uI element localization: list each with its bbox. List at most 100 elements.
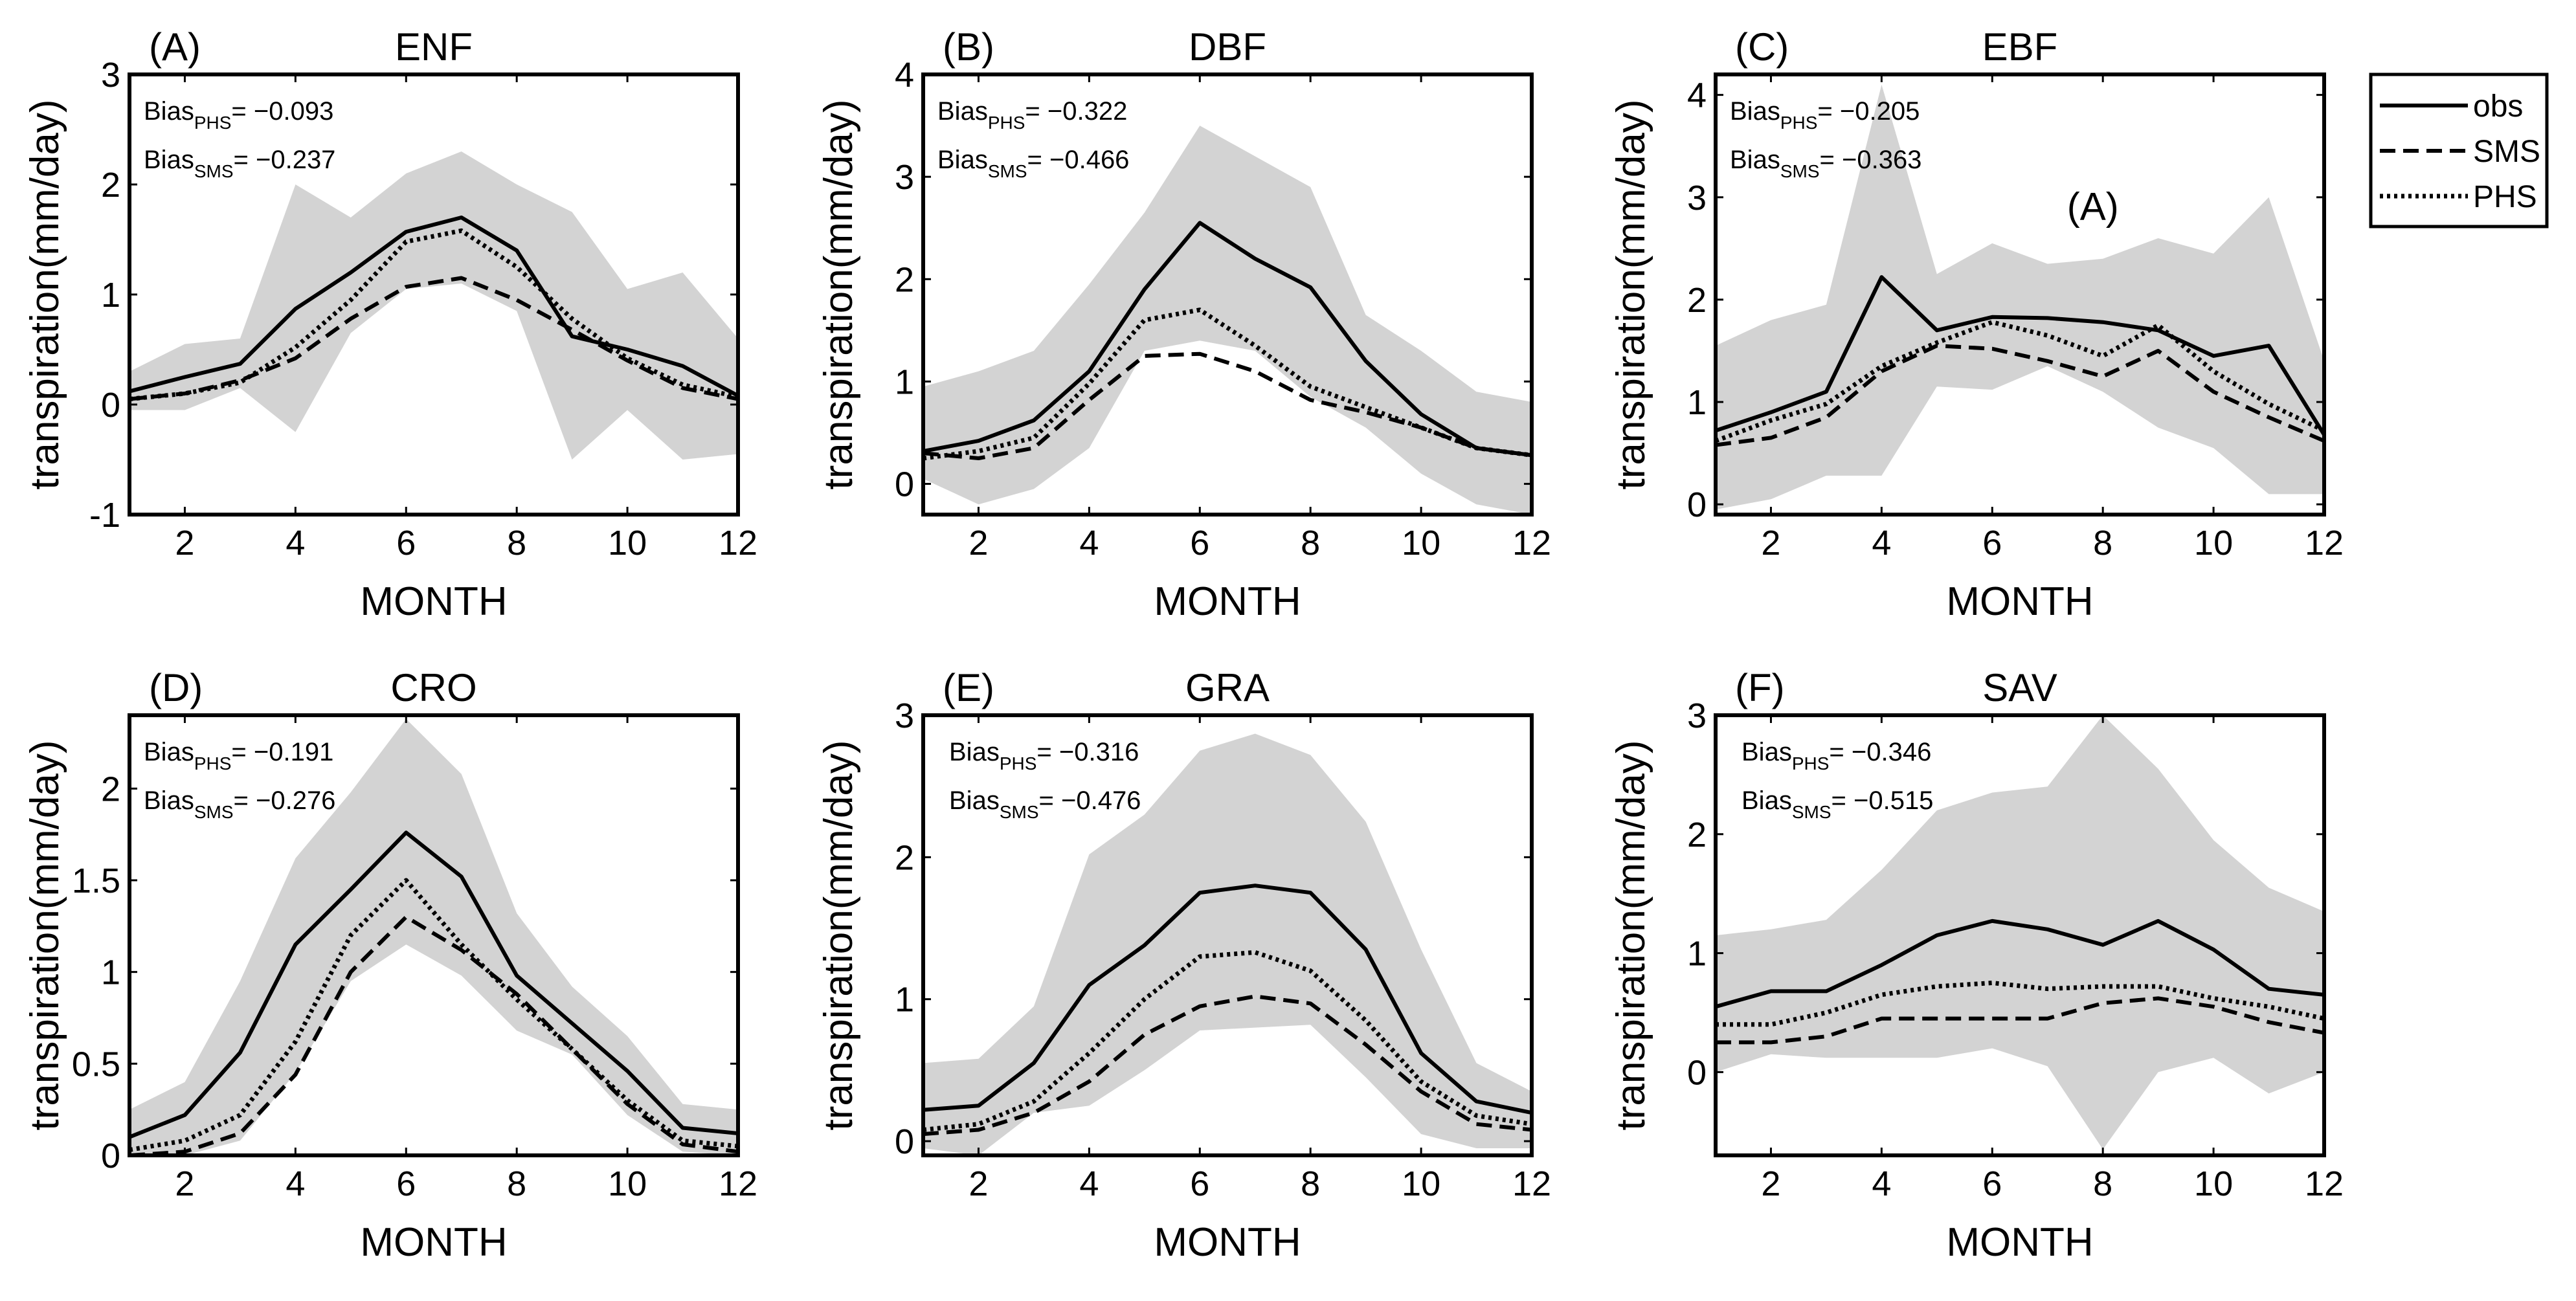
bias-subscript: SMS (1780, 161, 1820, 181)
bias-value: = −0.237 (234, 146, 336, 174)
series-line-phs (129, 228, 738, 401)
bias-value: = −0.476 (1039, 786, 1141, 815)
bias-value: = −0.515 (1831, 786, 1934, 815)
x-tick-label: 2 (175, 1164, 194, 1203)
panel-annotation: (A) (2067, 184, 2119, 228)
x-tick-label: 8 (507, 524, 526, 562)
bias-subscript: SMS (194, 161, 234, 181)
y-tick-label: 1 (895, 981, 914, 1019)
panel-letter: (C) (1735, 25, 1789, 69)
y-tick-label: 1.5 (72, 862, 120, 900)
y-tick-label: 1 (101, 953, 120, 992)
panel-letter: (B) (943, 25, 994, 69)
x-tick-label: 4 (1079, 1164, 1099, 1203)
y-tick-label: 2 (1687, 816, 1707, 854)
panel-gra: 2 4 6 8 10 120123MONTHtranspiration(mm/day)GR… (816, 666, 1551, 1265)
x-tick-label: 8 (2093, 1164, 2112, 1203)
y-tick-label: 0 (101, 1137, 120, 1175)
series-line-obs (129, 216, 738, 398)
series-line-obs (923, 884, 1532, 1115)
series-line-phs (923, 307, 1532, 461)
bias-value: = −0.191 (231, 738, 333, 766)
x-tick-label: 12 (2305, 1164, 2344, 1203)
y-tick-label: 4 (895, 56, 914, 95)
legend-label-sms: SMS (2473, 135, 2540, 169)
panel-title: DBF (1189, 25, 1266, 69)
x-tick-label: 4 (286, 1164, 305, 1203)
x-tick-label: 2 (175, 524, 194, 562)
series-line-sms (129, 915, 738, 1155)
panel-letter: (E) (943, 666, 994, 709)
y-axis-label: transpiration(mm/day) (23, 100, 67, 490)
x-axis-label: MONTH (1154, 1220, 1301, 1265)
y-tick-label: 0 (895, 1122, 914, 1161)
x-tick-label: 10 (2194, 524, 2233, 562)
x-tick-label: 4 (1079, 524, 1099, 562)
series-line-phs (1716, 320, 2324, 443)
x-tick-label: 6 (1190, 1164, 1209, 1203)
panel-ebf: 2 4 6 8 10 1201234MONTHtranspiration(mm/day)E… (1609, 25, 2344, 624)
bias-annotation-sms: BiasSMS= −0.466 (937, 146, 1129, 181)
bias-subscript: PHS (1792, 753, 1830, 773)
bias-subscript: PHS (988, 113, 1025, 133)
bias-main: Bias (937, 146, 988, 174)
bias-main: Bias (1730, 97, 1780, 126)
x-tick-label: 6 (1982, 524, 2002, 562)
range-band (129, 718, 738, 1155)
bias-annotation-sms: BiasSMS= −0.237 (144, 146, 335, 181)
x-tick-label: 4 (1872, 1164, 1891, 1203)
x-tick-label: 12 (1512, 524, 1551, 562)
series-line-obs (1716, 918, 2324, 1009)
bias-main: Bias (937, 97, 988, 126)
y-axis-label: transpiration(mm/day) (1609, 100, 1653, 490)
bias-annotation-phs: BiasPHS= −0.205 (1730, 97, 1920, 133)
y-axis-label: transpiration(mm/day) (816, 100, 861, 490)
bias-value: = −0.093 (231, 97, 333, 126)
series-line-obs (1716, 275, 2324, 436)
x-tick-label: 2 (969, 524, 988, 562)
bias-value: = −0.316 (1036, 738, 1139, 766)
x-tick-label: 10 (608, 524, 647, 562)
axes-frame (1714, 713, 2326, 1157)
bias-value: = −0.205 (1817, 97, 1920, 126)
y-tick-label: 0 (895, 465, 914, 504)
panel-letter: (F) (1735, 666, 1785, 709)
series-line-phs (129, 878, 738, 1152)
x-tick-label: 10 (1402, 1164, 1440, 1203)
axes-frame (1714, 72, 2326, 517)
y-tick-label: 3 (101, 56, 120, 95)
x-axis-label: MONTH (360, 579, 507, 624)
y-tick-label: 0 (101, 386, 120, 425)
bias-value: = −0.276 (234, 786, 336, 815)
range-band (1716, 84, 2324, 510)
bias-annotation-phs: BiasPHS= −0.191 (144, 738, 333, 773)
bias-subscript: PHS (1000, 753, 1037, 773)
range-band (1716, 715, 2324, 1150)
series-line-sms (923, 351, 1532, 460)
y-tick-label: 3 (895, 696, 914, 735)
x-tick-label: 8 (507, 1164, 526, 1203)
y-tick-label: 3 (895, 158, 914, 197)
bias-main: Bias (1730, 146, 1780, 174)
x-tick-label: 6 (1190, 524, 1209, 562)
legend: obs SMS PHS (2369, 72, 2549, 228)
bias-main: Bias (144, 97, 194, 126)
bias-subscript: SMS (1792, 802, 1831, 822)
range-band (129, 151, 738, 460)
axes-frame (921, 72, 1534, 517)
y-tick-label: 2 (1687, 281, 1707, 320)
panel-sav: 2 4 6 8 10 120123MONTHtranspiration(mm/day)SA… (1609, 666, 2344, 1265)
series-line-phs (923, 950, 1532, 1132)
y-axis-label: transpiration(mm/day) (1609, 740, 1653, 1131)
x-tick-label: 8 (2093, 524, 2112, 562)
panel-title: CRO (390, 666, 476, 709)
bias-subscript: SMS (1000, 802, 1039, 822)
x-tick-label: 10 (1402, 524, 1440, 562)
bias-annotation-phs: BiasPHS= −0.316 (949, 738, 1139, 773)
y-tick-label: 2 (895, 838, 914, 877)
y-tick-label: 2 (101, 166, 120, 205)
panel-title: ENF (395, 25, 473, 69)
range-band (923, 733, 1532, 1155)
bias-annotation-sms: BiasSMS= −0.363 (1730, 146, 1921, 181)
